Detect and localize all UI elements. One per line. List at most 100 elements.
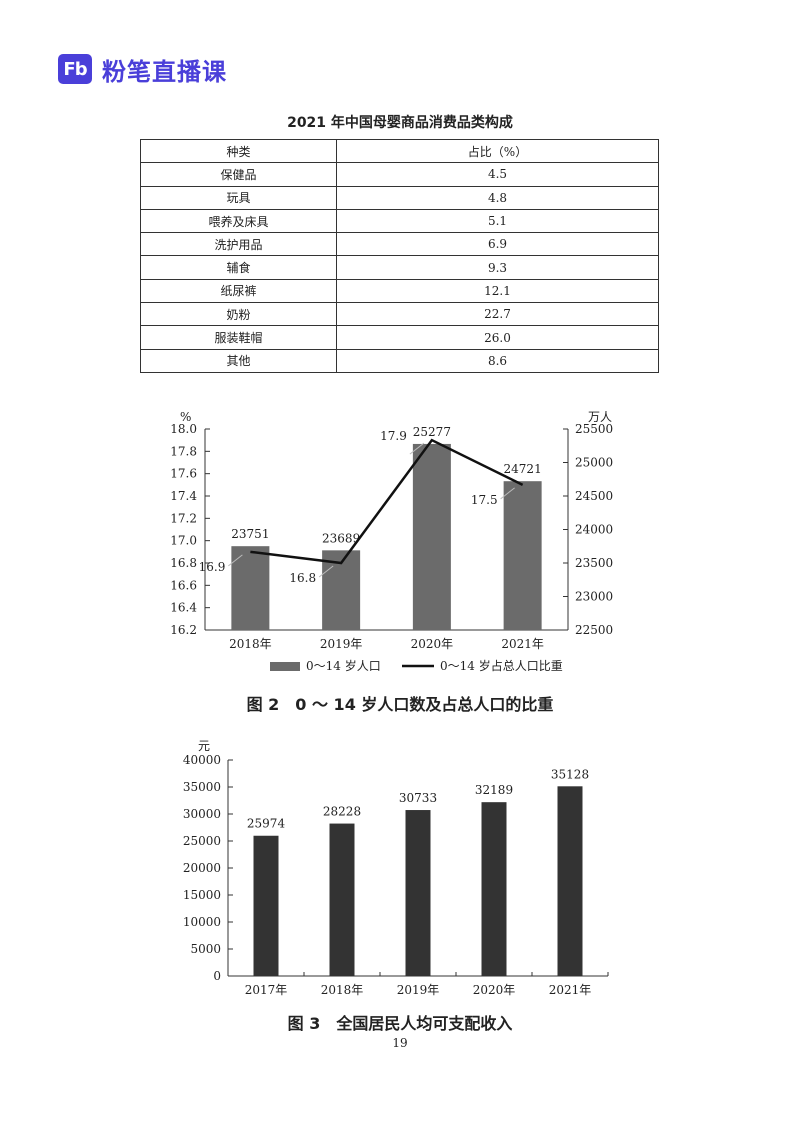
income-bar — [329, 823, 355, 976]
population-label: 24721 — [504, 462, 542, 476]
x-tick-label: 2020年 — [473, 983, 516, 997]
population-label: 25277 — [413, 425, 451, 439]
brand-logo-icon: Fb — [58, 54, 92, 84]
income-bar — [253, 835, 279, 976]
table-body: 种类 占比（%） 保健品 4.5 玩具 4.8 喂养及床具 5.1 洗护用品 6.9 辅食 9.3 纸尿… — [140, 138, 659, 373]
brand-name: 粉笔直播课 — [102, 57, 227, 86]
x-tick-label: 2017年 — [245, 983, 288, 997]
share-leader — [500, 487, 515, 500]
x-tick-label: 2018年 — [229, 637, 272, 651]
category-table: 种类 占比（%） 保健品 4.5 玩具 4.8 喂养及床具 5.1 洗护用品 6.9 辅食 9.3 纸尿… — [140, 138, 659, 373]
population-bar — [503, 481, 542, 630]
right-tick-label: 24500 — [575, 489, 613, 503]
left-tick-label: 17.6 — [170, 467, 197, 481]
category-cell: 洗护用品 — [140, 232, 337, 257]
legend-bar-swatch — [270, 662, 300, 671]
y-tick-label: 0 — [213, 969, 221, 983]
x-tick-label: 2020年 — [411, 637, 454, 651]
left-tick-label: 17.0 — [170, 534, 197, 548]
left-tick-label: 16.6 — [170, 578, 197, 592]
category-cell: 喂养及床具 — [140, 208, 337, 234]
income-label: 32189 — [475, 783, 513, 797]
table-row: 保健品 4.5 — [140, 162, 659, 187]
share-cell: 4.8 — [336, 185, 659, 210]
income-label: 35128 — [551, 767, 589, 781]
table-row: 其他 8.6 — [140, 348, 659, 373]
share-leader — [228, 554, 243, 567]
category-cell: 纸尿裤 — [140, 278, 337, 304]
left-tick-label: 16.8 — [170, 556, 197, 570]
category-cell: 其他 — [140, 348, 337, 373]
left-tick-label: 17.4 — [170, 489, 197, 503]
population-bar — [231, 546, 270, 630]
y-tick-label: 30000 — [183, 807, 221, 821]
table-header-cell: 占比（%） — [336, 138, 659, 164]
share-cell: 5.1 — [336, 208, 659, 234]
x-tick-label: 2019年 — [397, 983, 440, 997]
income-chart: 0 5000 10000 15000 20000 25000 30000 35000 40000… — [183, 739, 609, 997]
y-tick-label: 40000 — [183, 753, 221, 767]
income-label: 25974 — [247, 817, 286, 831]
left-axis-label: % — [180, 410, 191, 424]
population-label: 23751 — [231, 527, 269, 541]
population-chart: 16.2 16.4 16.6 16.8 17.0 17.2 17.4 17.6 17.8 18.0… — [170, 410, 613, 673]
left-tick-label: 18.0 — [170, 422, 197, 436]
share-cell: 4.5 — [336, 162, 659, 187]
category-cell: 保健品 — [140, 162, 337, 187]
right-axis-label: 万人 — [588, 410, 612, 424]
left-tick-label: 16.2 — [170, 623, 197, 637]
right-tick-label: 24000 — [575, 523, 613, 537]
left-tick-label: 17.2 — [170, 511, 197, 525]
y-tick-label: 25000 — [183, 834, 221, 848]
category-cell: 玩具 — [140, 185, 337, 210]
income-bar — [405, 810, 431, 976]
y-tick-label: 5000 — [190, 942, 221, 956]
figure2-caption: 图 2 0 ～ 14 岁人口数及占总人口的比重 — [246, 695, 554, 714]
x-tick-label: 2021年 — [501, 637, 544, 651]
income-bar — [481, 802, 507, 976]
category-cell: 辅食 — [140, 255, 337, 280]
table-row: 服装鞋帽 26.0 — [140, 325, 659, 350]
category-cell: 奶粉 — [140, 302, 337, 327]
table-header-row: 种类 占比（%） — [140, 138, 659, 164]
share-label: 17.9 — [380, 429, 407, 443]
share-cell: 22.7 — [336, 302, 659, 327]
legend-line-label: 0～14 岁占总人口比重 — [440, 658, 563, 673]
legend-bar-label: 0～14 岁人口 — [306, 658, 381, 673]
right-tick-label: 23500 — [575, 556, 613, 570]
right-tick-label: 25000 — [575, 456, 613, 470]
income-label: 30733 — [399, 791, 437, 805]
right-tick-label: 22500 — [575, 623, 613, 637]
share-label: 16.9 — [199, 560, 226, 574]
y-axis-label: 元 — [198, 739, 210, 753]
y-tick-label: 10000 — [183, 915, 221, 929]
share-cell: 9.3 — [336, 255, 659, 280]
income-label: 28228 — [323, 805, 361, 819]
left-tick-label: 17.8 — [170, 444, 197, 458]
left-tick-label: 16.4 — [170, 601, 197, 615]
y-tick-label: 15000 — [183, 888, 221, 902]
brand-header: Fb 粉笔直播课 — [58, 52, 227, 86]
share-label: 17.5 — [471, 493, 498, 507]
income-bar — [557, 786, 583, 976]
share-leader — [318, 565, 334, 578]
x-tick-label: 2021年 — [549, 983, 592, 997]
share-label: 16.8 — [289, 571, 316, 585]
table-row: 洗护用品 6.9 — [140, 232, 659, 257]
share-leader — [409, 442, 425, 455]
table-row: 玩具 4.8 — [140, 185, 659, 210]
table-row: 辅食 9.3 — [140, 255, 659, 280]
category-cell: 服装鞋帽 — [140, 325, 337, 350]
population-bar — [412, 443, 451, 630]
population-label: 23689 — [322, 531, 360, 545]
x-tick-label: 2018年 — [321, 983, 364, 997]
figure3-caption: 图 3 全国居民人均可支配收入 — [287, 1014, 513, 1033]
share-cell: 12.1 — [336, 278, 659, 304]
share-line — [250, 438, 524, 565]
share-cell: 8.6 — [336, 348, 659, 373]
share-cell: 6.9 — [336, 232, 659, 257]
page-number: 19 — [392, 1036, 408, 1050]
table-row: 喂养及床具 5.1 — [140, 208, 659, 234]
y-tick-label: 35000 — [183, 780, 221, 794]
share-cell: 26.0 — [336, 325, 659, 350]
